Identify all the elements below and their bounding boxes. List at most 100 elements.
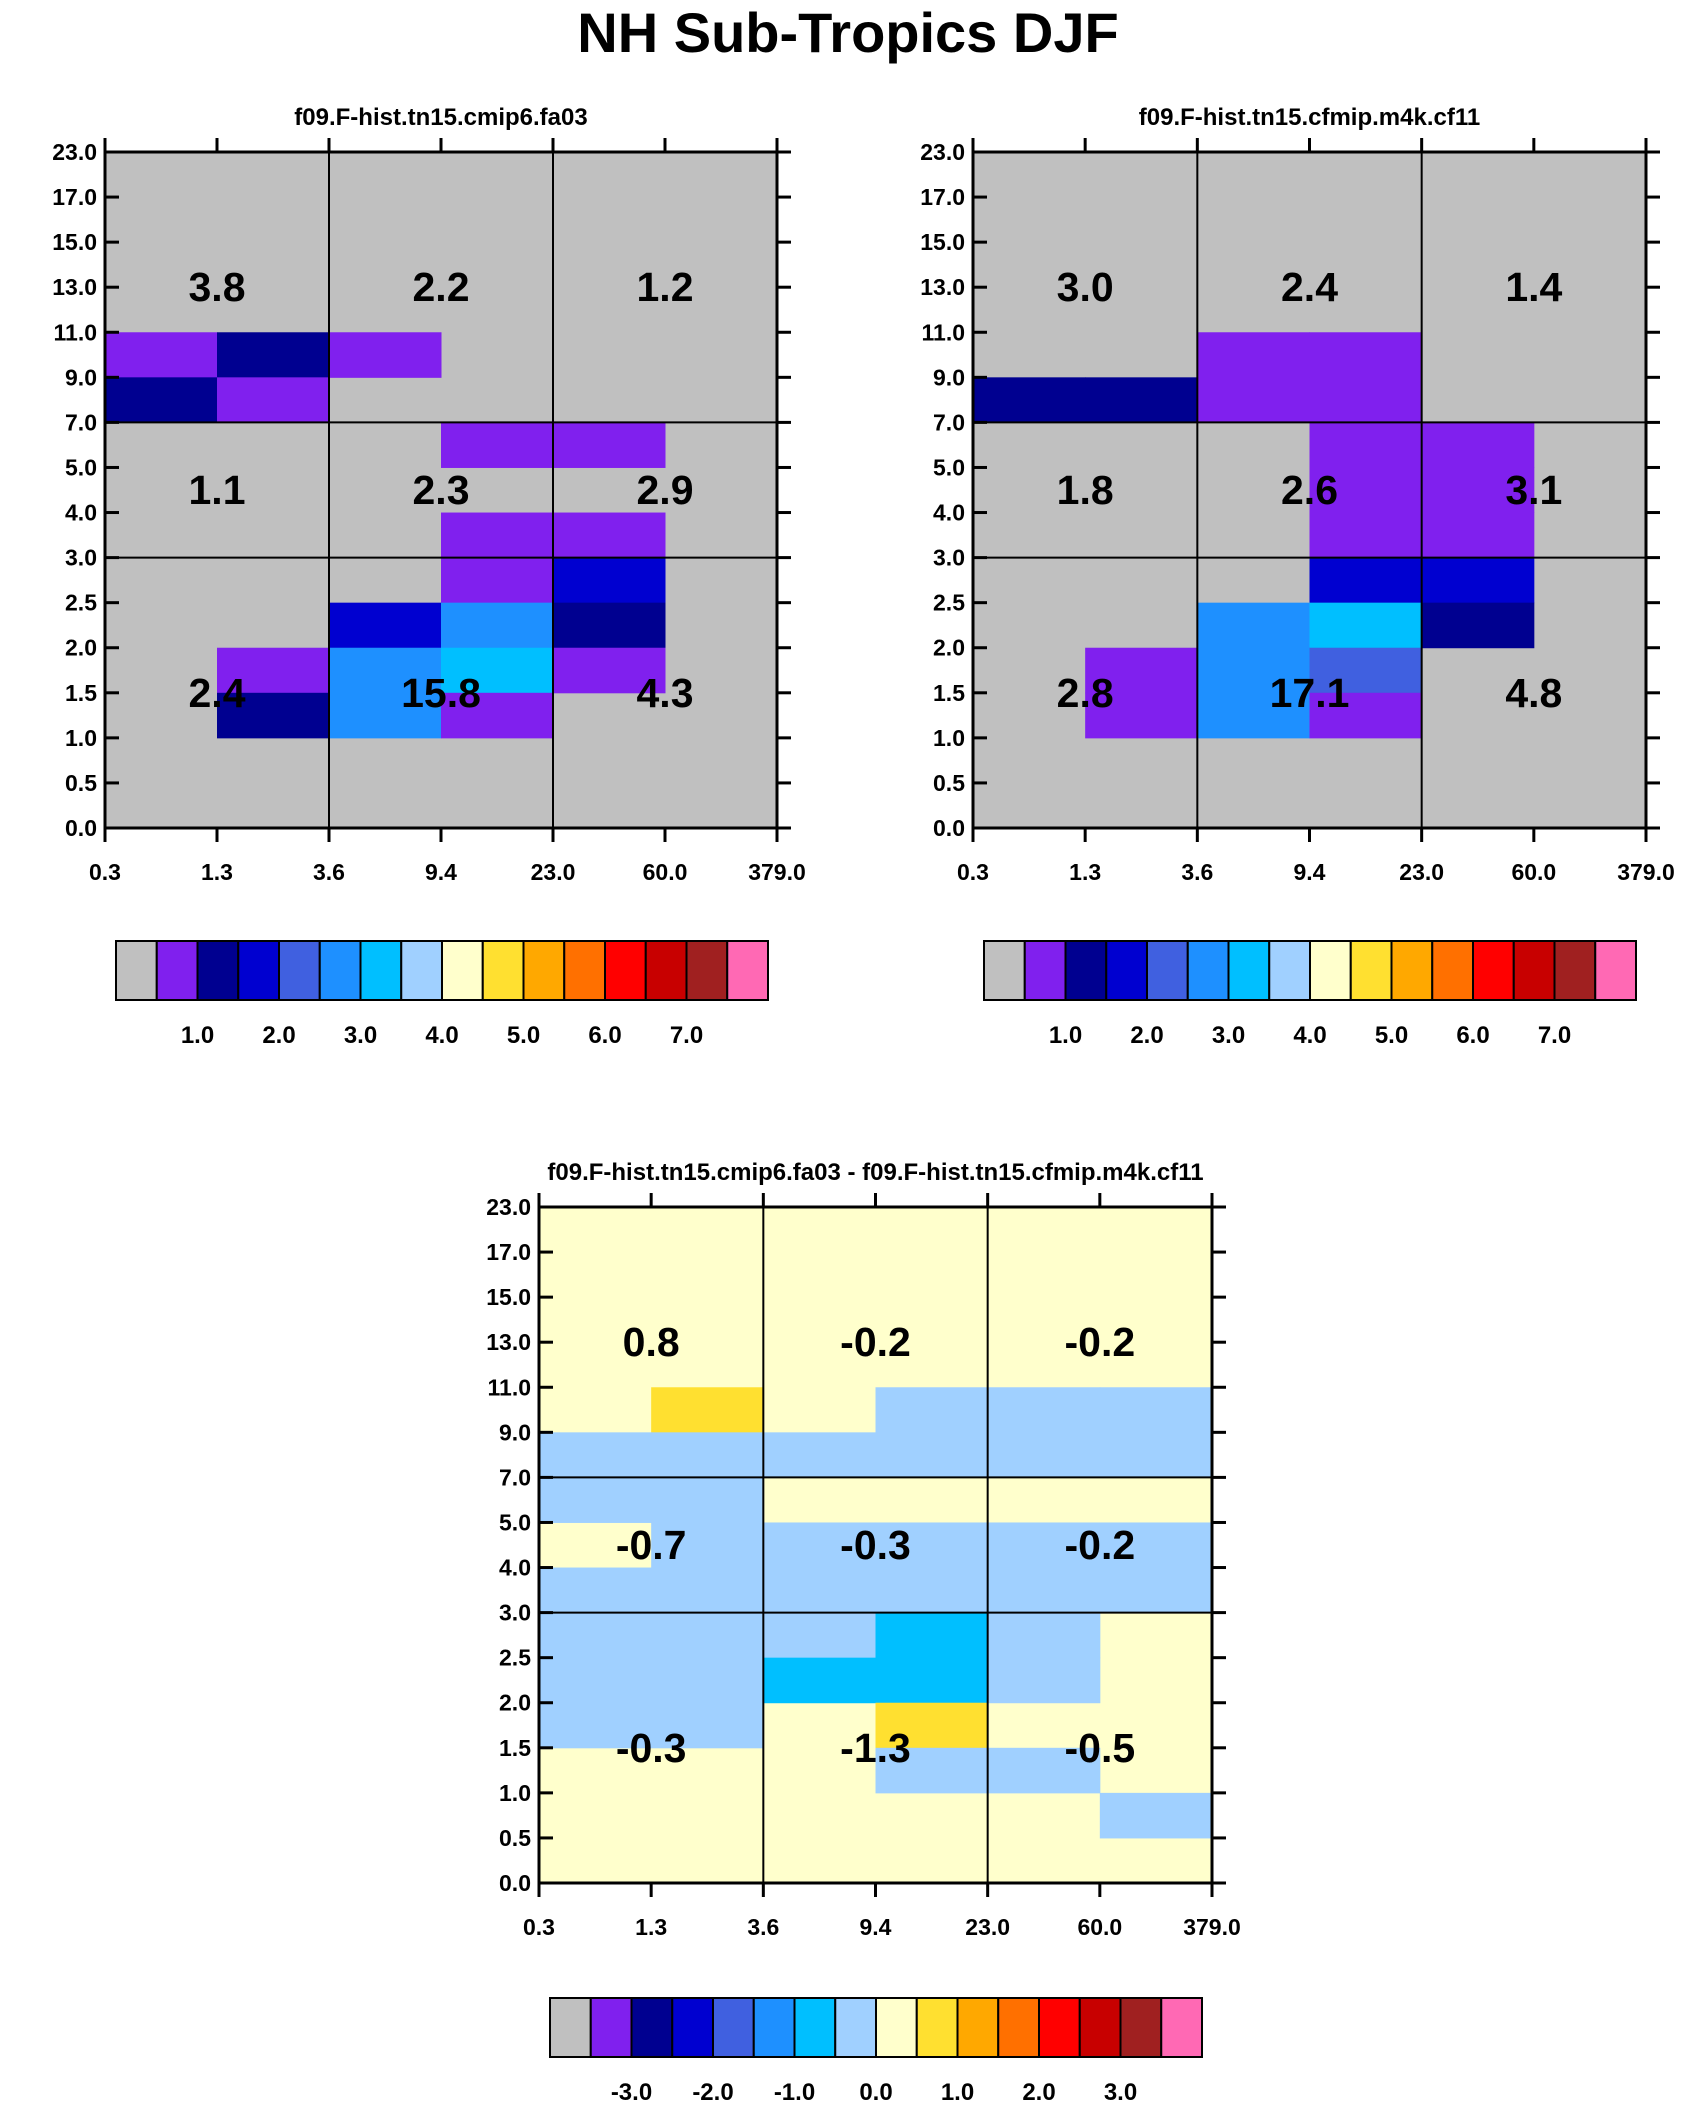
x-tick-label: 379.0 — [1183, 1914, 1241, 1940]
heatmap-cell — [553, 557, 666, 604]
y-tick-label: 2.0 — [499, 1690, 531, 1716]
heatmap-cell — [987, 1567, 1101, 1614]
colorbar-label: 4.0 — [425, 1022, 458, 1049]
y-tick-label: 17.0 — [52, 184, 97, 210]
heatmap-cell — [1085, 692, 1198, 739]
y-tick-label: 0.5 — [65, 770, 97, 796]
colorbar-3: -3.0 -2.0 -1.0 0.0 1.0 2.0 3.0 — [549, 1997, 1203, 2106]
colorbar-swatch — [630, 1997, 674, 2058]
colorbar-swatch — [1227, 940, 1271, 1001]
heatmap-cell — [875, 1522, 989, 1569]
region-value-label: 2.8 — [1057, 670, 1114, 716]
heatmap-cell — [553, 422, 666, 468]
y-tick-label: 1.0 — [499, 1780, 531, 1806]
heatmap-cell — [1309, 332, 1423, 378]
colorbar-swatch — [1268, 940, 1311, 1001]
heatmap-cell — [1085, 377, 1198, 423]
colorbar-label: 1.0 — [181, 1022, 214, 1049]
heatmap-cell — [875, 1702, 989, 1749]
y-tick-label: 7.0 — [499, 1464, 531, 1490]
colorbar-swatch — [589, 1997, 633, 2058]
y-tick-label: 15.0 — [486, 1284, 531, 1310]
heatmap-cell — [1197, 377, 1310, 423]
colorbar-swatch — [671, 1997, 714, 2058]
colorbar-swatch — [359, 940, 403, 1001]
y-tick-label: 5.0 — [65, 454, 97, 480]
colorbar-swatch — [481, 940, 525, 1001]
colorbar-swatch — [875, 1997, 918, 2058]
colorbar-swatch — [644, 940, 688, 1001]
y-tick-label: 1.0 — [933, 725, 965, 751]
heatmap-cell — [987, 1612, 1101, 1659]
colorbar-swatch — [1309, 940, 1352, 1001]
colorbar-swatch — [1594, 940, 1637, 1001]
colorbar-swatch — [549, 1997, 592, 2058]
heatmap-cell — [651, 1522, 764, 1569]
heatmap-cell — [329, 647, 442, 694]
heatmap-cell — [987, 1432, 1101, 1478]
x-tick-label: 1.3 — [635, 1914, 667, 1940]
colorbar-swatch — [685, 940, 729, 1001]
heatmap-cell — [539, 1702, 652, 1749]
y-tick-label: 11.0 — [54, 319, 98, 345]
colorbar-swatch — [915, 1997, 959, 2058]
y-tick-label: 2.0 — [933, 635, 965, 661]
region-value-label: 2.3 — [413, 467, 470, 513]
region-value-label: 1.8 — [1057, 467, 1114, 513]
x-tick-label: 23.0 — [1399, 859, 1444, 885]
heatmap-cell — [987, 1657, 1101, 1704]
heatmap-cell — [763, 1432, 876, 1478]
y-tick-label: 11.0 — [922, 319, 966, 345]
heatmap-cell — [1421, 602, 1535, 649]
heatmap-cell — [763, 1567, 876, 1614]
x-tick-label: 23.0 — [531, 859, 576, 885]
y-tick-label: 1.5 — [65, 680, 97, 706]
y-tick-label: 17.0 — [920, 184, 965, 210]
heatmap-cell — [539, 1612, 652, 1659]
y-tick-label: 1.5 — [499, 1735, 531, 1761]
colorbar-swatch — [522, 940, 566, 1001]
y-tick-label: 13.0 — [486, 1329, 531, 1355]
colorbar-swatch — [1146, 940, 1189, 1001]
colorbar-swatch — [1023, 940, 1067, 1001]
colorbar-swatch — [1349, 940, 1393, 1001]
heatmap-cell — [217, 647, 330, 694]
region-value-label: -0.3 — [616, 1725, 687, 1771]
x-tick-label: 0.3 — [957, 859, 989, 885]
region-value-label: 2.2 — [413, 264, 470, 310]
heatmap-cell — [1099, 1567, 1213, 1614]
heatmap-cell — [329, 602, 442, 649]
colorbar-swatch — [318, 940, 362, 1001]
region-value-label: -0.2 — [1065, 1522, 1136, 1568]
colorbar-swatch — [712, 1997, 755, 2058]
y-tick-label: 0.0 — [65, 815, 97, 841]
heatmap-cell — [1421, 422, 1535, 468]
heatmap-cell — [1099, 1522, 1213, 1569]
heatmap-cell — [763, 1657, 876, 1704]
heatmap-cell — [1099, 1387, 1213, 1433]
colorbar-2: 1.0 2.0 3.0 4.0 5.0 6.0 7.0 — [983, 940, 1637, 1049]
heatmap-cell — [1421, 557, 1535, 604]
heatmap-cell — [1099, 1432, 1213, 1478]
colorbar-swatch — [1472, 940, 1515, 1001]
region-value-label: 2.4 — [1281, 264, 1338, 310]
colorbar-swatch — [196, 940, 240, 1001]
colorbar-swatch — [441, 940, 484, 1001]
heatmap-cell — [441, 557, 554, 604]
heatmap-cell — [651, 1432, 764, 1478]
heatmap-cell — [1085, 647, 1198, 694]
heatmap-cell — [539, 1477, 652, 1523]
heatmap-cell — [217, 377, 330, 423]
y-tick-label: 3.0 — [933, 545, 965, 571]
x-tick-label: 379.0 — [1617, 859, 1675, 885]
region-value-label: 3.8 — [189, 264, 246, 310]
region-value-label: -0.2 — [1065, 1319, 1136, 1365]
main-title: NH Sub-Tropics DJF — [577, 1, 1119, 64]
region-value-label: 1.1 — [189, 467, 246, 513]
colorbar-1: 1.0 2.0 3.0 4.0 5.0 6.0 7.0 — [115, 940, 769, 1049]
x-tick-label: 1.3 — [1069, 859, 1101, 885]
x-tick-label: 0.3 — [89, 859, 121, 885]
heatmap-cell — [1197, 332, 1310, 378]
colorbar-label: 2.0 — [262, 1022, 295, 1049]
colorbar-swatch — [563, 940, 606, 1001]
